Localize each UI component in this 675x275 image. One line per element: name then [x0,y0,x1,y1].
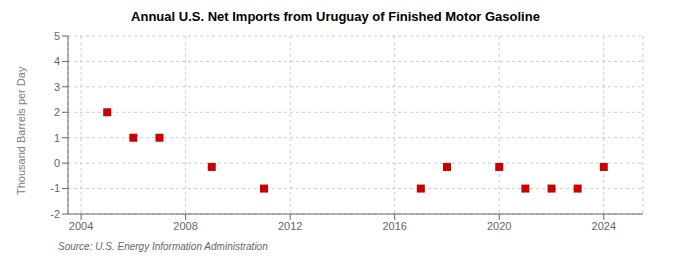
html-text:Source: U.S. Energy Informatio: Source: U.S. Energy Information Administ… [58,241,268,252]
svg-text:2012: 2012 [278,220,302,232]
svg-text:5: 5 [54,30,60,42]
svg-text:2: 2 [54,106,60,118]
svg-text:4: 4 [54,55,60,67]
svg-text:-1: -1 [50,182,60,194]
svg-text:0: 0 [54,157,60,169]
svg-text:Thousand Barrels per Day: Thousand Barrels per Day [15,66,27,195]
svg-text:2016: 2016 [382,220,406,232]
html-text:Annual U.S. Net Imports from U: Annual U.S. Net Imports from Uruguay of … [131,9,540,24]
svg-text:-2: -2 [50,208,60,220]
svg-text:2004: 2004 [69,220,93,232]
svg-text:2020: 2020 [487,220,511,232]
svg-text:1: 1 [54,132,60,144]
svg-text:2008: 2008 [173,220,197,232]
svg-text:3: 3 [54,81,60,93]
svg-text:2024: 2024 [592,220,616,232]
